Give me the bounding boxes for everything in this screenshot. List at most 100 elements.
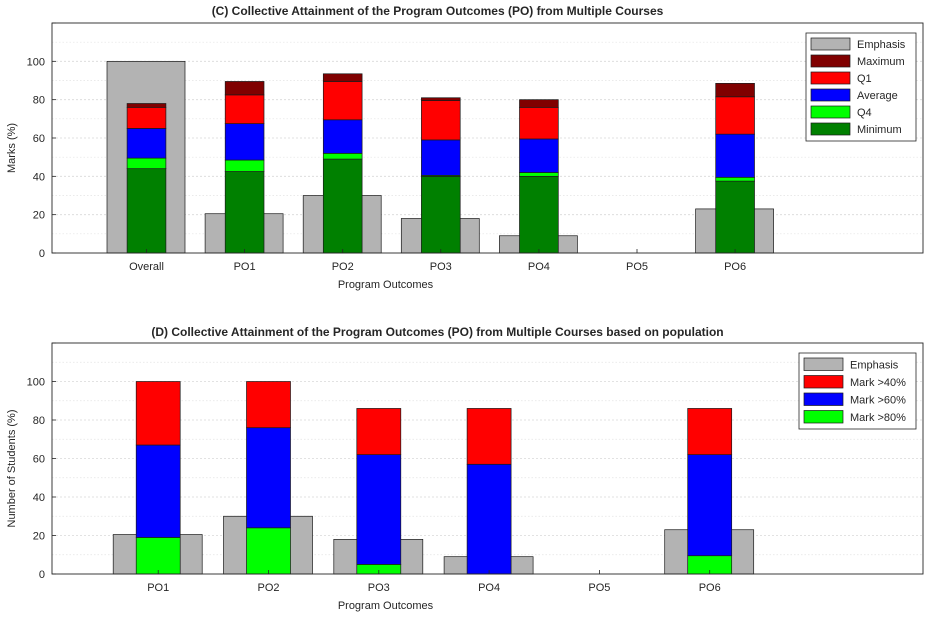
legend-swatch-mark-80 xyxy=(803,410,844,424)
bar-mark-60-po6 xyxy=(687,454,733,557)
bar-group-overall xyxy=(106,60,186,254)
chart-c: 0 20 40 60 80 100 Overall PO1 PO2 PO3 PO4 PO5 PO6 (C)… xyxy=(6,4,924,291)
bar-mark-40-po4 xyxy=(466,408,512,465)
y-tick-label: 80 xyxy=(33,95,45,107)
legend-swatch-average xyxy=(810,88,851,102)
x-tick-label-po2: PO2 xyxy=(332,261,354,273)
legend-swatch-q1 xyxy=(810,71,851,85)
bar-group-po4 xyxy=(443,408,534,575)
bar-q1-overall xyxy=(126,106,167,129)
bar-mark-80-po1 xyxy=(135,537,181,575)
x-tick-label-po2: PO2 xyxy=(257,582,279,594)
y-tick-label: 60 xyxy=(33,454,45,466)
bar-group-po3 xyxy=(333,408,424,575)
y-axis-label: Marks (%) xyxy=(6,123,18,173)
legend-swatch-mark-60 xyxy=(803,392,844,406)
bar-mark-60-po4 xyxy=(466,463,512,575)
x-tick-label-po6: PO6 xyxy=(699,582,721,594)
legend-swatch-emphasis xyxy=(810,37,851,51)
y-tick-label: 80 xyxy=(33,415,45,427)
bar-group-po6 xyxy=(664,408,755,575)
x-tick-label-po3: PO3 xyxy=(368,582,390,594)
legend-swatch-q4 xyxy=(810,105,851,119)
bar-minimum-po1 xyxy=(224,171,265,254)
bar-group-po6 xyxy=(695,83,774,254)
bar-minimum-po4 xyxy=(519,175,559,254)
x-tick-label-po6: PO6 xyxy=(724,261,746,273)
bar-minimum-po2 xyxy=(322,158,363,254)
y-tick-label: 60 xyxy=(33,133,45,145)
bar-minimum-overall xyxy=(126,168,167,254)
bar-mark-40-po6 xyxy=(687,408,733,456)
x-tick-label-po5: PO5 xyxy=(626,261,648,273)
x-tick-label-overall: Overall xyxy=(129,261,164,273)
bar-maximum-po1 xyxy=(224,81,265,96)
legend: Emphasis Mark >40% Mark >60% Mark >80% xyxy=(798,352,917,430)
bar-mark-40-po3 xyxy=(356,408,402,456)
bar-maximum-overall xyxy=(126,103,167,108)
legend-label-q1: Q1 xyxy=(857,73,872,85)
bar-minimum-po6 xyxy=(715,180,755,254)
bar-q4-po6 xyxy=(715,176,755,182)
bar-q1-po1 xyxy=(224,94,265,124)
axes-box xyxy=(51,22,924,254)
legend: Emphasis Maximum Q1 Average Q4 Minimum xyxy=(805,32,917,142)
bar-group-po3 xyxy=(400,97,480,254)
y-tick-label: 40 xyxy=(33,171,45,183)
bar-minimum-po3 xyxy=(421,175,461,254)
bar-group-po2 xyxy=(302,73,382,254)
y-tick-label: 20 xyxy=(33,210,45,222)
bar-q1-po3 xyxy=(421,100,461,141)
bar-q1-po4 xyxy=(519,106,559,140)
x-tick-label-po4: PO4 xyxy=(528,261,550,273)
legend-label-mark-60: Mark >60% xyxy=(850,395,906,407)
bar-maximum-po6 xyxy=(715,83,755,98)
legend-label-emphasis: Emphasis xyxy=(850,360,899,372)
bar-q1-po6 xyxy=(715,96,755,135)
y-tick-label: 0 xyxy=(39,569,45,581)
y-tick-label: 100 xyxy=(27,377,45,389)
x-tick-label-po4: PO4 xyxy=(478,582,500,594)
y-tick-label: 40 xyxy=(33,492,45,504)
x-axis-label: Program Outcomes xyxy=(338,279,434,291)
legend-swatch-maximum xyxy=(810,54,851,68)
bar-group-po1 xyxy=(112,381,203,575)
bar-q4-po1 xyxy=(224,159,265,172)
bar-mark-80-po2 xyxy=(246,527,291,575)
y-tick-label: 0 xyxy=(39,248,45,260)
bar-average-po4 xyxy=(519,138,559,173)
legend-label-q4: Q4 xyxy=(857,107,872,119)
bar-q1-po2 xyxy=(322,81,363,121)
bar-mark-60-po1 xyxy=(135,444,181,538)
legend-label-minimum: Minimum xyxy=(857,124,902,136)
y-axis-label: Number of Students (%) xyxy=(6,410,18,528)
x-tick-label-po1: PO1 xyxy=(147,582,169,594)
chart-title: (C) Collective Attainment of the Program… xyxy=(212,4,664,18)
legend-label-average: Average xyxy=(857,90,898,102)
bar-group-po4 xyxy=(499,99,578,254)
bar-average-po1 xyxy=(224,123,265,161)
bar-average-po6 xyxy=(715,133,755,178)
bar-mark-40-po1 xyxy=(135,381,181,446)
bar-maximum-po3 xyxy=(421,97,461,101)
legend-label-mark-40: Mark >40% xyxy=(850,377,906,389)
bar-q4-po2 xyxy=(322,152,363,160)
bar-q4-po4 xyxy=(519,172,559,177)
bar-q4-overall xyxy=(126,157,167,170)
x-tick-label-po1: PO1 xyxy=(234,261,256,273)
x-axis-label: Program Outcomes xyxy=(338,600,434,612)
chart-title: (D) Collective Attainment of the Program… xyxy=(151,325,723,339)
bar-maximum-po4 xyxy=(519,99,559,108)
y-tick-label: 100 xyxy=(27,56,45,68)
bar-average-overall xyxy=(126,128,167,159)
bar-average-po3 xyxy=(421,139,461,176)
bar-average-po2 xyxy=(322,119,363,154)
legend-swatch-minimum xyxy=(810,122,851,136)
bar-maximum-po2 xyxy=(322,73,363,82)
x-tick-label-po5: PO5 xyxy=(588,582,610,594)
x-tick-label-po3: PO3 xyxy=(430,261,452,273)
y-tick-label: 20 xyxy=(33,531,45,543)
legend-swatch-mark-40 xyxy=(803,375,844,389)
bar-mark-40-po2 xyxy=(246,381,291,429)
